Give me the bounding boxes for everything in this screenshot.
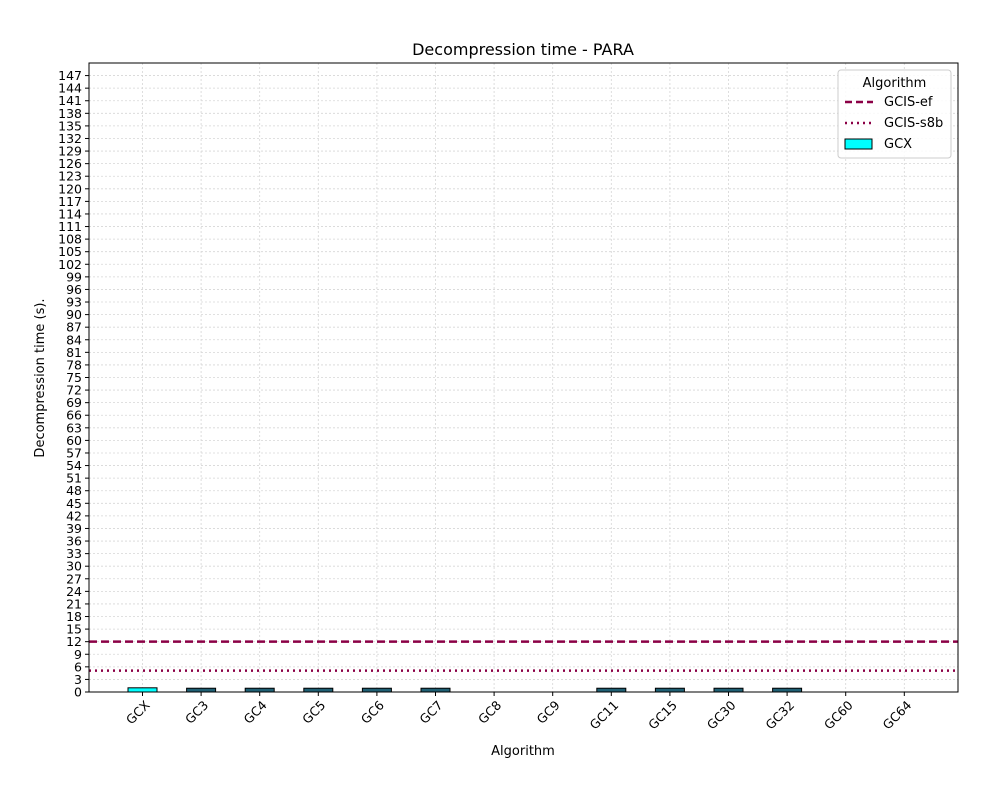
y-tick-label: 69 [66,395,82,410]
y-tick-label: 114 [58,206,82,221]
y-axis-label: Decompression time (s). [33,298,48,457]
y-tick-label: 15 [66,622,82,637]
bar [654,687,685,693]
x-tick-label: GC60 [821,697,856,732]
bar [186,687,217,693]
bar [127,687,158,693]
y-tick-label: 48 [66,483,82,498]
x-tick-label: GCX [123,697,153,727]
y-tick-label: 78 [66,357,82,372]
y-tick-label: 72 [66,383,82,398]
y-tick-label: 30 [66,559,82,574]
bar [303,687,334,693]
y-tick-label: 123 [58,169,82,184]
y-tick-label: 147 [58,68,82,83]
x-tick-label: GC4 [241,697,270,726]
y-tick-label: 96 [66,282,82,297]
y-tick-label: 9 [74,647,82,662]
chart-title: Decompression time - PARA [412,40,634,59]
y-tick-label: 3 [74,672,82,687]
y-tick-label: 54 [66,458,82,473]
x-axis-label: Algorithm [491,744,555,759]
y-tick-label: 138 [58,106,82,121]
x-tick-label: GC9 [534,697,563,726]
y-tick-label: 129 [58,144,82,159]
x-tick-label: GC11 [587,698,622,733]
y-tick-label: 117 [58,194,82,209]
y-tick-label: 84 [66,332,82,347]
y-tick-label: 63 [66,420,82,435]
y-tick-label: 45 [66,496,82,511]
y-tick-label: 0 [74,685,82,700]
plot-frame [88,62,959,693]
y-tick-label: 12 [66,634,82,649]
legend-entry-gcx: GCX [884,137,912,152]
legend-swatch-gcx [844,138,873,150]
y-tick-label: 105 [58,244,82,259]
legend-title: Algorithm [863,76,927,91]
y-tick-label: 87 [66,320,82,335]
y-tick-label: 36 [66,534,82,549]
y-tick-label: 6 [74,659,82,674]
y-tick-label: 27 [66,571,82,586]
y-tick-label: 132 [58,131,82,146]
bar [420,687,451,693]
y-tick-label: 60 [66,433,82,448]
y-tick-label: 99 [66,269,82,284]
y-tick-label: 57 [66,445,82,460]
y-tick-label: 111 [58,219,82,234]
legend: Algorithm GCIS-ef GCIS-s8b GCX [837,69,952,159]
x-axis-ticks: GCX GC3 GC4 GC5 GC6 GC7 GC8 GC9 GC11 GC15 GC30 GC32… [123,692,915,733]
bar [361,687,392,693]
bars [127,687,803,693]
x-tick-label: GC8 [475,697,504,726]
bar [772,687,803,693]
y-tick-label: 81 [66,345,82,360]
x-tick-label: GC30 [704,697,739,732]
x-tick-label: GC7 [416,698,445,727]
legend-entry-gcis-s8b: GCIS-s8b [884,116,943,131]
y-tick-label: 51 [66,471,82,486]
y-tick-label: 144 [58,81,82,96]
y-tick-label: 33 [66,546,82,561]
y-tick-label: 21 [66,596,82,611]
x-tick-label: GC3 [182,698,211,727]
y-tick-label: 39 [66,521,82,536]
y-tick-label: 42 [66,508,82,523]
x-tick-label: GC15 [645,698,680,733]
x-tick-label: GC5 [299,698,328,727]
y-tick-label: 135 [58,118,82,133]
bar [713,687,744,693]
y-tick-label: 93 [66,295,82,310]
y-tick-label: 24 [66,584,82,599]
reference-lines [89,640,958,672]
y-tick-label: 120 [58,181,82,196]
y-tick-label: 75 [66,370,82,385]
y-tick-label: 141 [58,93,82,108]
bar [244,687,275,693]
grid-layer [89,63,958,693]
y-axis-ticks: 0369121518212427303336394245485154576063… [58,68,89,700]
y-tick-label: 66 [66,408,82,423]
legend-frame [837,69,952,159]
x-tick-label: GC32 [762,698,797,733]
y-tick-label: 102 [58,257,82,272]
x-tick-label: GC6 [358,697,387,726]
y-tick-label: 90 [66,307,82,322]
y-tick-label: 18 [66,609,82,624]
y-tick-label: 108 [58,232,82,247]
y-tick-label: 126 [58,156,82,171]
legend-entry-gcis-ef: GCIS-ef [884,95,933,110]
x-tick-label: GC64 [880,697,915,732]
bar [596,687,627,693]
